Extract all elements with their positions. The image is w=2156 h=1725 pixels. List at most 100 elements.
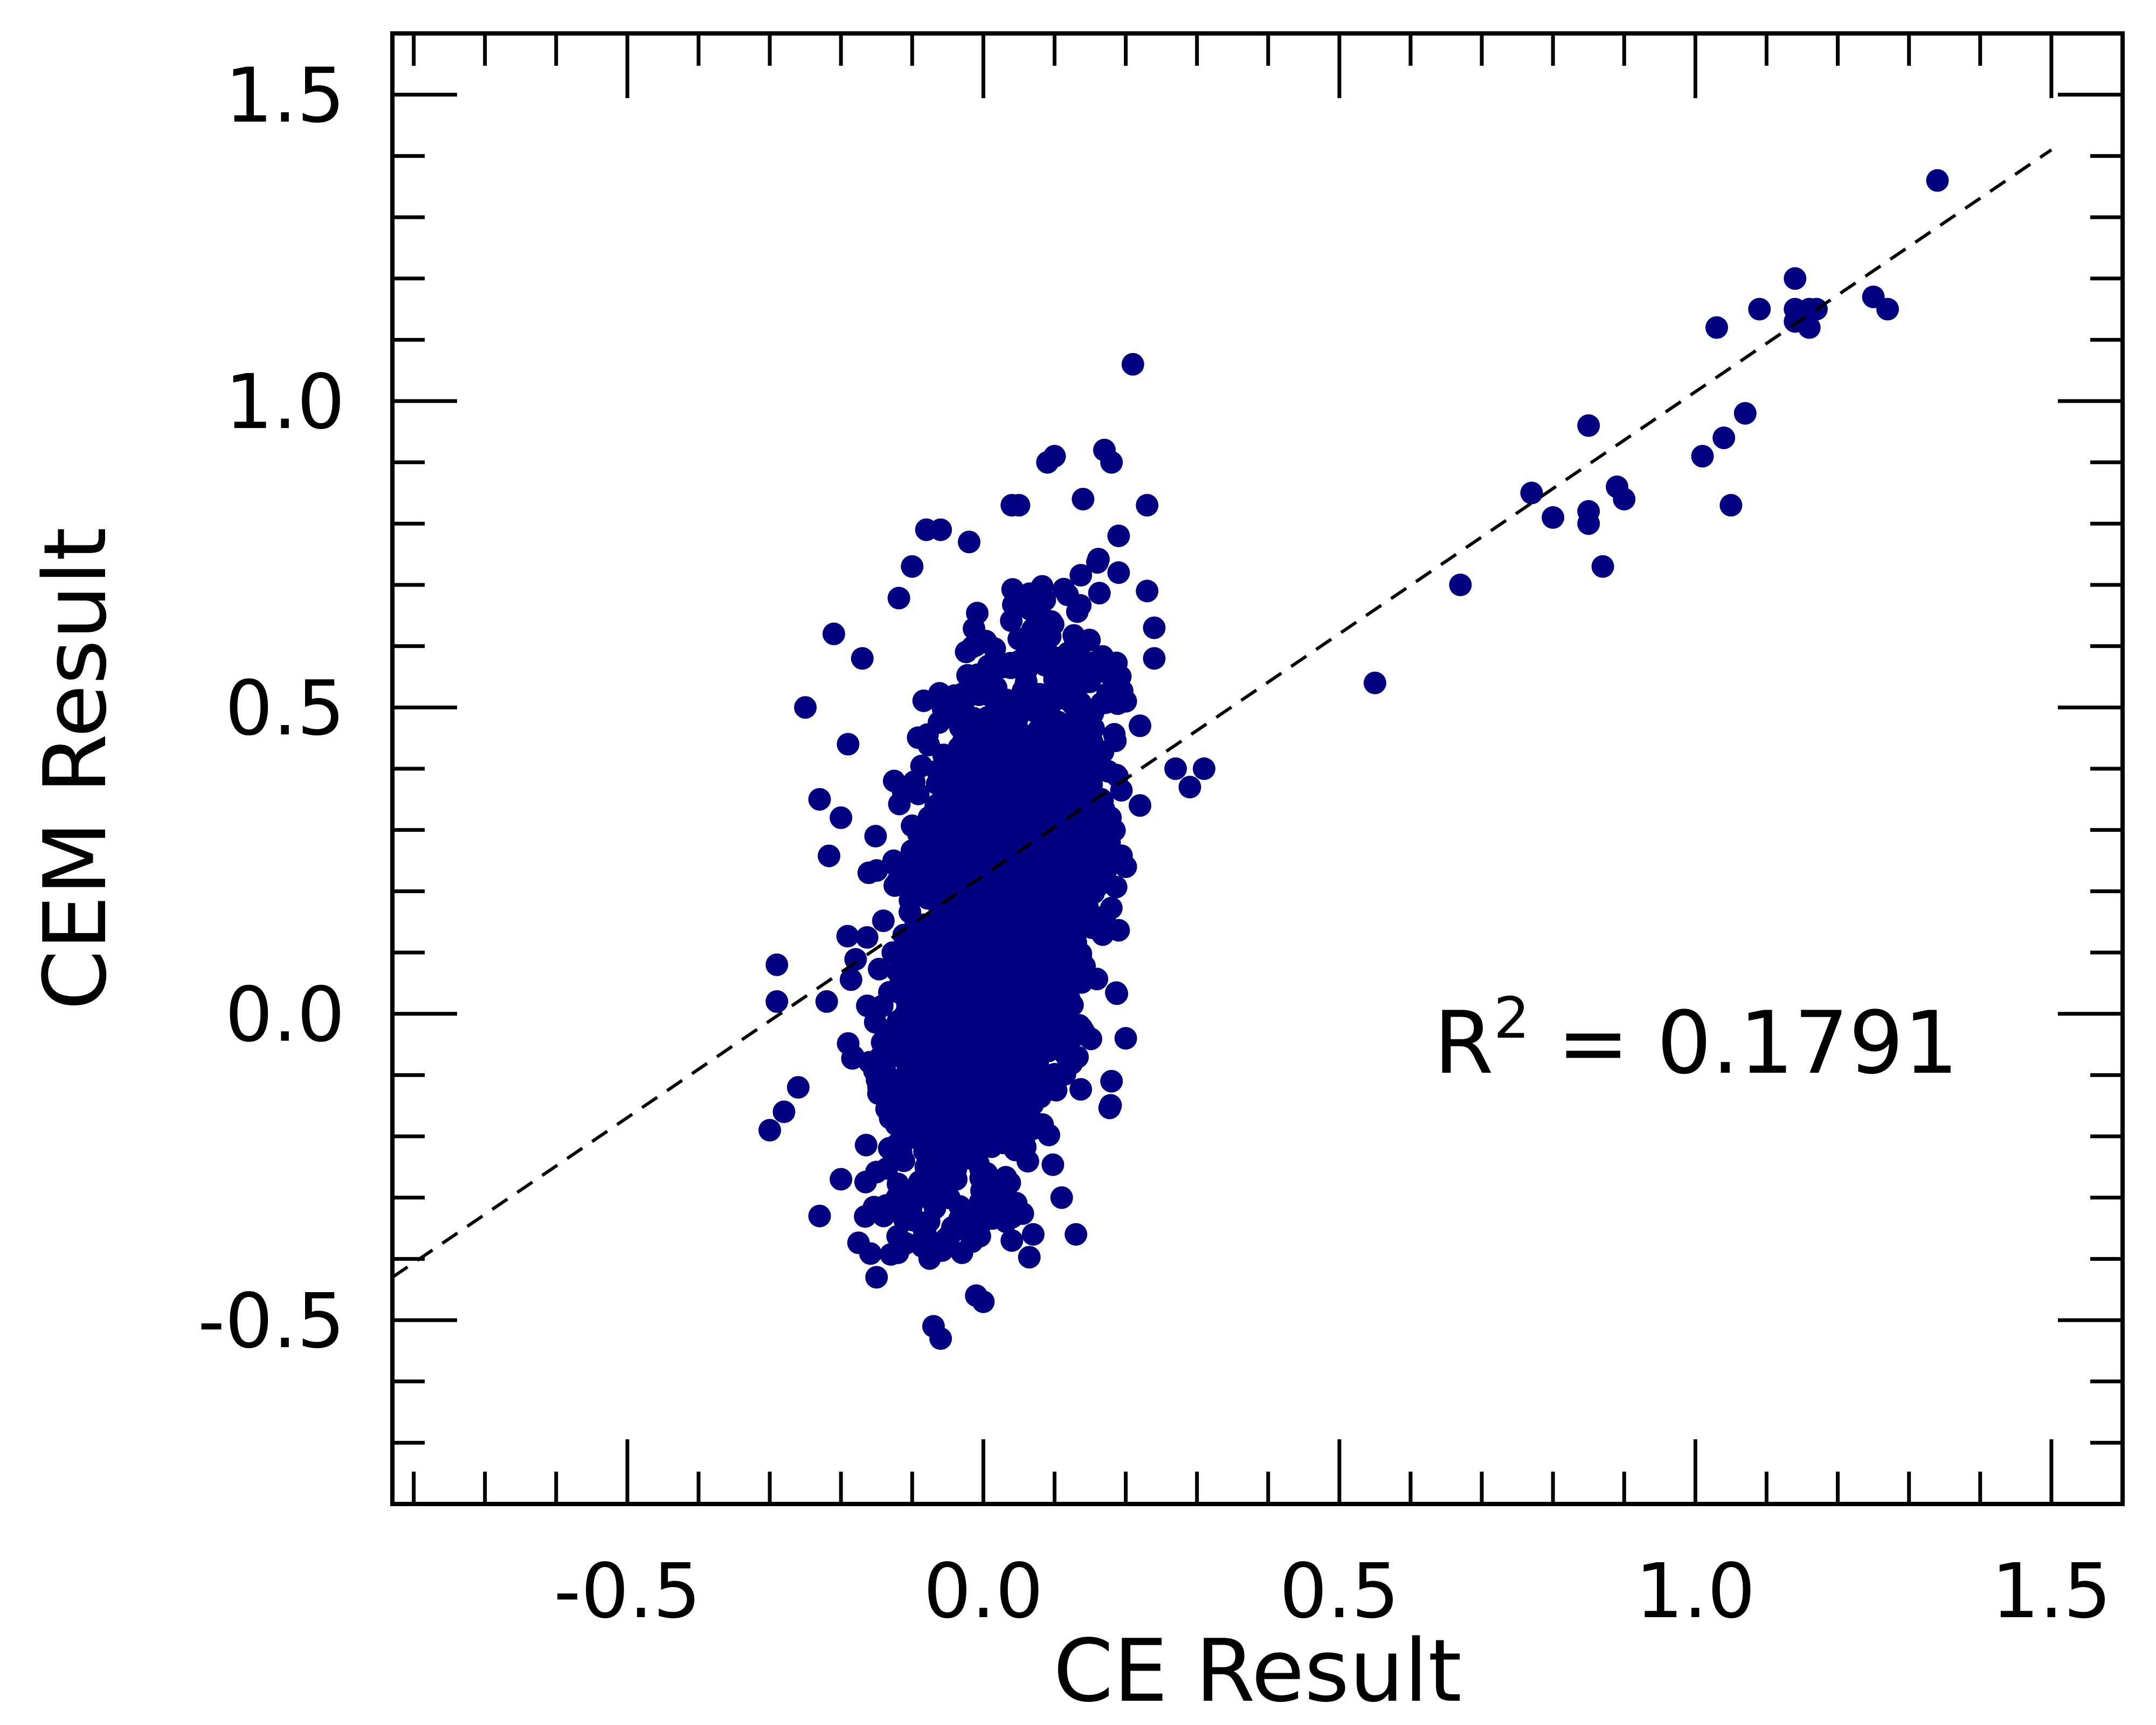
cluster-point	[839, 968, 862, 991]
cluster-point	[1052, 868, 1075, 891]
cluster-point	[1034, 925, 1058, 948]
cluster-point	[918, 1247, 941, 1270]
data-point	[1136, 579, 1159, 603]
data-point	[1798, 316, 1821, 339]
cluster-point	[1010, 734, 1033, 757]
cluster-point	[1038, 1123, 1060, 1147]
data-point	[972, 1290, 995, 1313]
cluster-point	[865, 1161, 888, 1184]
x-tick-label: -0.5	[554, 1548, 701, 1636]
data-point	[794, 696, 817, 719]
data-point	[1712, 426, 1736, 450]
cluster-point	[1010, 858, 1033, 881]
data-point	[901, 1180, 924, 1203]
cluster-point	[868, 957, 891, 981]
cluster-point	[1052, 577, 1075, 601]
cluster-point	[1099, 1094, 1122, 1117]
cluster-point	[977, 654, 1000, 678]
cluster-point	[1012, 922, 1035, 945]
cluster-point	[989, 876, 1012, 899]
cluster-point	[929, 1045, 952, 1068]
cluster-point	[926, 759, 949, 782]
cluster-point	[1107, 919, 1130, 942]
data-point	[815, 990, 838, 1013]
cluster-point	[999, 652, 1022, 675]
cluster-point	[847, 1231, 870, 1254]
r-squared-superscript: 2	[1494, 985, 1530, 1051]
cluster-point	[1019, 598, 1042, 621]
cluster-point	[1110, 779, 1133, 802]
cluster-point	[916, 723, 939, 746]
x-tick-label: 1.0	[1635, 1548, 1756, 1636]
data-point	[1114, 1027, 1137, 1050]
data-point	[1719, 494, 1743, 517]
cluster-point	[897, 1073, 920, 1096]
y-tick-labels: -0.5 0.0 0.5 1.0 1.5	[198, 52, 345, 1365]
cluster-point	[1069, 594, 1092, 617]
cluster-point	[991, 795, 1014, 818]
cluster-point	[1041, 773, 1065, 796]
cluster-point	[912, 689, 935, 712]
cluster-point	[854, 1134, 877, 1157]
data-point	[1542, 506, 1565, 529]
y-axis-title: CEM Result	[25, 527, 126, 1010]
r-squared-annotation: R2 = 0.1791	[1434, 985, 1959, 1093]
cluster-point	[930, 848, 952, 872]
cluster-point	[886, 1225, 909, 1248]
data-point	[865, 1266, 888, 1289]
data-point	[772, 1100, 796, 1123]
cluster-point	[855, 926, 879, 949]
cluster-point	[1012, 630, 1035, 653]
cluster-point	[985, 676, 1007, 699]
data-point	[929, 518, 952, 541]
cluster-point	[990, 893, 1012, 916]
cluster-point	[975, 965, 998, 988]
cluster-point	[959, 677, 983, 700]
cluster-point	[964, 634, 987, 657]
cluster-point	[1104, 875, 1128, 899]
data-point	[915, 1229, 938, 1252]
cluster-point	[985, 1018, 1008, 1041]
cluster-point	[940, 779, 963, 803]
cluster-point	[955, 894, 978, 917]
data-point	[758, 1119, 782, 1142]
cluster-point	[1065, 931, 1087, 954]
cluster-point	[973, 1061, 997, 1085]
cluster-point	[1105, 982, 1129, 1005]
cluster-point	[1082, 717, 1105, 740]
data-point	[1178, 776, 1201, 799]
cluster-point	[975, 1162, 998, 1185]
cluster-point	[1069, 905, 1092, 928]
cluster-point	[1078, 629, 1101, 652]
cluster-point	[1007, 1092, 1031, 1115]
cluster-point	[1014, 670, 1038, 693]
data-point	[1021, 1223, 1045, 1246]
cluster-point	[872, 909, 895, 933]
cluster-point	[994, 1210, 1018, 1233]
data-point	[1100, 451, 1123, 474]
scatter-points	[758, 169, 1949, 1350]
cluster-point	[1018, 1246, 1041, 1269]
cluster-point	[1041, 1153, 1065, 1176]
cluster-point	[1069, 564, 1093, 587]
data-point	[830, 806, 853, 829]
data-point	[823, 622, 846, 645]
data-point	[1876, 298, 1899, 321]
cluster-point	[899, 901, 922, 923]
data-point	[1449, 574, 1472, 596]
cluster-point	[1088, 582, 1111, 605]
fit-line	[391, 148, 2053, 1279]
cluster-point	[894, 1091, 917, 1114]
x-tick-label: 1.5	[1992, 1548, 2112, 1636]
cluster-point	[938, 978, 961, 1002]
cluster-point	[1051, 996, 1074, 1019]
cluster-point	[914, 1156, 937, 1178]
cluster-point	[1039, 625, 1062, 648]
cluster-point	[1095, 843, 1118, 866]
cluster-point	[1047, 710, 1069, 734]
cluster-point	[896, 995, 919, 1018]
cluster-point	[928, 956, 951, 979]
cluster-point	[1109, 665, 1132, 688]
cluster-point	[1023, 962, 1046, 985]
data-point	[1577, 414, 1600, 437]
